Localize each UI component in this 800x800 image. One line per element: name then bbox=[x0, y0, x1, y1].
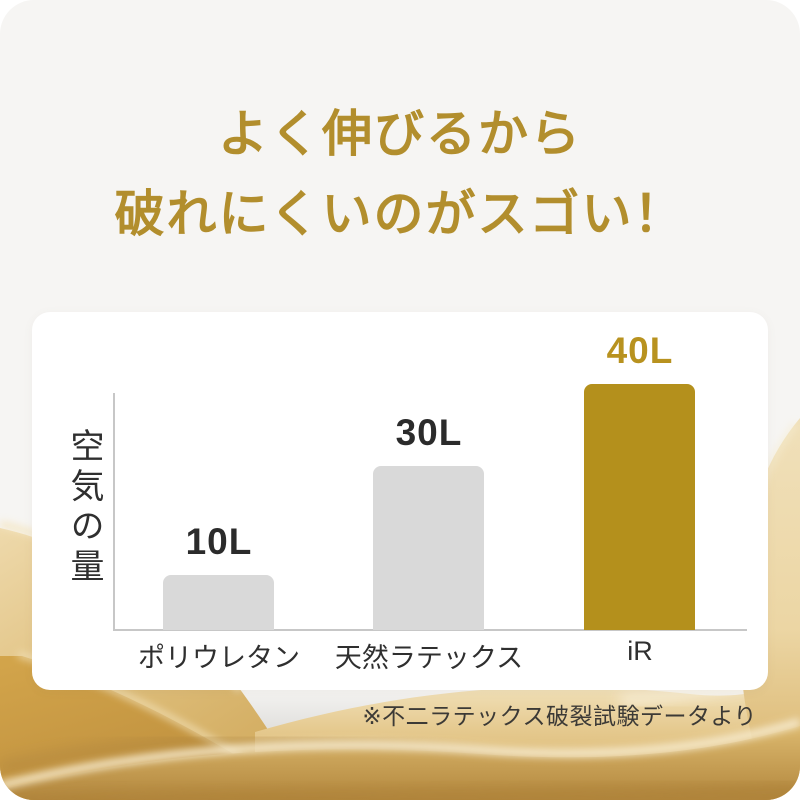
y-axis-label: 空気の量 bbox=[65, 428, 103, 588]
category-label-ir: iR bbox=[627, 636, 653, 666]
bar-value-natural-latex: 30L bbox=[395, 412, 463, 453]
y-axis-line bbox=[113, 393, 115, 631]
category-label-natural-latex: 天然ラテックス bbox=[334, 643, 524, 673]
category-label-polyurethane: ポリウレタン bbox=[138, 643, 300, 673]
bar-value-ir: 40L bbox=[606, 330, 674, 371]
footnote-source: ※不二ラテックス破裂試験データより bbox=[362, 703, 757, 729]
bar-ir bbox=[584, 384, 695, 630]
bar-polyurethane bbox=[163, 575, 274, 630]
bar-value-polyurethane: 10L bbox=[185, 521, 253, 562]
chart-card: 空気の量 10L 30L 40L ポリウレタン 天然ラテックス iR bbox=[32, 312, 768, 690]
title-line-2: 破れにくいのがスゴい！ bbox=[114, 186, 686, 242]
page-title: よく伸びるから 破れにくいのがスゴい！ bbox=[0, 94, 800, 254]
x-axis-line bbox=[113, 629, 747, 631]
title-line-1: よく伸びるから bbox=[218, 106, 582, 162]
bar-natural-latex bbox=[373, 466, 484, 630]
